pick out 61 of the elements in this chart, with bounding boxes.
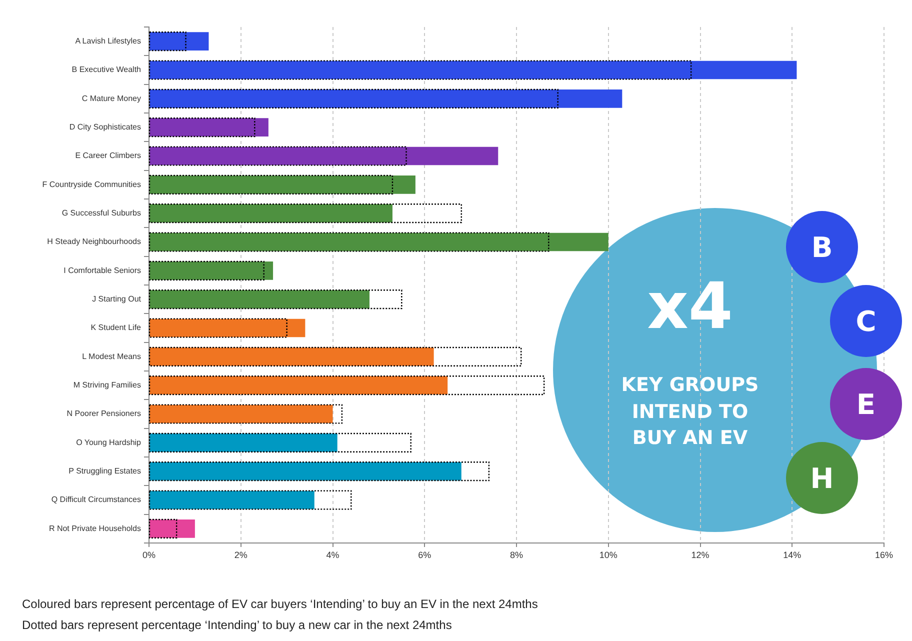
bar [150,146,498,166]
x-tick-label: 4% [326,550,340,560]
bar [150,290,370,309]
y-tick-label: H Steady Neighbourhoods [47,237,141,246]
bar [150,433,338,452]
bar [148,118,256,138]
annotation: x4 [646,270,734,344]
text: Dotted bars represent percentage ‘Intending’ to buy a new car in the next 24mths [22,617,453,634]
bar [150,318,306,338]
letter-circle: C [830,285,902,357]
y-tick-label: O Young Hardship [76,438,142,447]
x-tick-label: 2% [234,550,248,560]
bar [150,519,195,538]
bar [150,490,314,510]
bar [148,88,558,108]
y-tick-label: G Successful Suburbs [62,208,141,218]
text: Coloured bars represent percentage of EV car buyers ‘Intending’ to buy an EV in the next 24mths [22,596,538,613]
bar [148,376,545,396]
bar [150,118,268,137]
bar [148,518,178,538]
y-tick-label: P Struggling Estates [68,466,141,476]
letter-circle: B [786,211,858,283]
bar [150,204,392,223]
bar [148,490,352,510]
bar [148,146,407,166]
x-tick-label: 16% [874,550,894,560]
y-tick-label: Q Difficult Circumstances [51,495,141,504]
bar [150,232,608,252]
bar [148,318,288,338]
bar [150,32,209,51]
bar [150,347,434,366]
y-tick-label: L Modest Means [82,352,141,361]
y-tick-label: E Career Climbers [75,151,141,160]
y-tick-label: B Executive Wealth [72,65,141,74]
x-tick-label: 0% [142,550,156,560]
bar [148,204,462,224]
bar [148,60,692,80]
bar [150,60,797,80]
bar [148,432,412,452]
bar [148,232,550,252]
y-tick-label: K Student Life [90,323,142,332]
x-tick-label: 6% [418,550,432,560]
y-tick-label: R Not Private Households [48,524,141,533]
bar [150,376,448,395]
bar [148,346,522,366]
x-tick-label: 10% [599,550,618,560]
x-tick-label: 12% [691,550,710,560]
y-tick-label: A Lavish Lifestyles [75,36,141,46]
bar [148,290,402,310]
y-tick-label: M Striving Families [73,380,141,390]
annotation: KEY GROUPS INTEND TO BUY AN EV [620,373,760,452]
y-tick-label: I Comfortable Seniors [64,266,141,275]
y-tick-label: D City Sophisticates [69,122,141,132]
bar [148,32,186,52]
x-tick-label: 14% [783,550,802,560]
y-tick-label: N Poorer Pensioners [66,409,141,418]
x-tick-label: 8% [510,550,524,560]
y-tick-label: F Countryside Communities [42,180,141,189]
y-tick-label: C Mature Money [82,94,141,103]
y-tick-label: J Starting Out [92,294,142,304]
bar [150,89,622,108]
